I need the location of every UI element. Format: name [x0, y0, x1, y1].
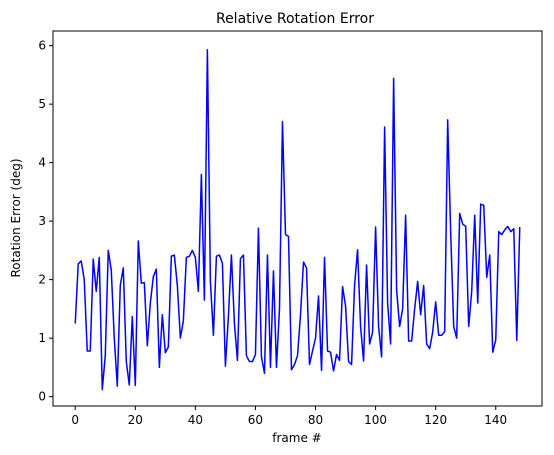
x-axis-label: frame # [272, 431, 321, 445]
y-tick-label: 1 [38, 331, 46, 345]
y-tick-label: 0 [38, 390, 46, 404]
x-tick-label: 100 [364, 413, 387, 427]
y-tick-label: 4 [38, 156, 46, 170]
x-tick-label: 0 [71, 413, 79, 427]
y-tick-label: 3 [38, 214, 46, 228]
y-tick-label: 6 [38, 39, 46, 53]
x-tick-label: 20 [128, 413, 143, 427]
y-axis-label: Rotation Error (deg) [9, 158, 23, 277]
axis-ticks: 0 20 40 60 80 100 120 140 0 1 2 3 4 5 6 [38, 39, 507, 427]
chart-title: Relative Rotation Error [216, 11, 374, 27]
x-tick-label: 60 [248, 413, 263, 427]
y-tick-label: 2 [38, 273, 46, 287]
x-tick-label: 140 [484, 413, 507, 427]
plot-frame [52, 30, 543, 407]
x-tick-label: 120 [424, 413, 447, 427]
x-tick-label: 80 [308, 413, 323, 427]
series-line [74, 48, 521, 391]
y-tick-label: 5 [38, 97, 46, 111]
x-tick-label: 40 [188, 413, 203, 427]
